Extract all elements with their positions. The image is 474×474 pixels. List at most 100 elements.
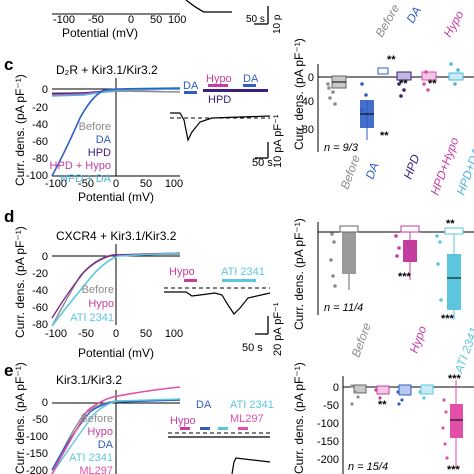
panel-c-box-hpd-da: [448, 62, 464, 86]
panel-e-ytick-4: -200: [26, 465, 48, 474]
panel-e-trace-label-ml297: ML297: [230, 413, 264, 425]
panel-c-scale-curr: 10 pA pF⁻¹: [272, 114, 284, 168]
panel-d-ytick-1: -20: [32, 268, 48, 280]
panel-e-legend-ml297: ML297: [79, 465, 113, 474]
panel-d-bar-hypo: [184, 279, 197, 282]
top-cat-da: DA: [403, 4, 423, 25]
panel-c-trace-label-da1: DA: [183, 80, 199, 92]
panel-d-n-label: n = 11/4: [324, 302, 363, 314]
panel-c-star-2: **: [399, 78, 408, 90]
panel-c-box-hpd: [396, 71, 412, 98]
panel-c-legend-hpd-hypo: HPD + Hypo: [50, 160, 111, 172]
panel-e-trace-label-hypo: Hypo: [170, 415, 196, 427]
panel-c-box-ytick-0: 0: [308, 72, 314, 84]
panel-c-ytick-5: -100: [26, 170, 48, 182]
panel-d-trace: [164, 291, 271, 315]
panel-c-legend-hpd-da: HPD + DA: [60, 173, 112, 185]
panel-c-star-4: **: [380, 130, 389, 142]
top-strip: -100 -50 0 50 100 Potential (mV) 50 s 10…: [52, 0, 467, 40]
panel-e-title: Kir3.1/Kir3.2: [56, 373, 122, 387]
panel-c-ytick-4: -80: [32, 153, 48, 165]
panel-d-trace-label-ati: ATI 2341: [221, 266, 265, 278]
panel-c-cat-hpd-da: HPD+DA: [454, 146, 474, 197]
panel-e-box-ati: [418, 384, 434, 400]
panel-e-ylabel: Curr. dens. (pA pF⁻¹): [13, 362, 27, 474]
top-scale-time: 50 s: [246, 14, 265, 25]
panel-e-box-before: [350, 384, 367, 406]
panel-e-trace-label-da: DA: [196, 399, 212, 411]
top-cat-hypo: Hypo: [440, 8, 466, 40]
panel-e-box-ytick-2: -100: [317, 418, 339, 430]
panel-d-xtick-0: -100: [45, 328, 67, 340]
top-xtick-4: 50: [150, 14, 162, 26]
panel-e-star-2: **: [378, 399, 387, 411]
panel-c-bar-da2: [243, 84, 256, 87]
panel-d-scale-curr: 20 pA pF⁻¹: [272, 302, 284, 356]
panel-c-cat-hpd: HPD: [401, 152, 423, 181]
panel-d-star-1: **: [446, 218, 455, 230]
panel-e-box-hypo: [374, 385, 390, 400]
panel-c-legend-before: Before: [79, 121, 111, 133]
panel-c-box-ytick-1: -40: [298, 96, 314, 108]
panel-e: e Kir3.1/Kir3.2 Curr. dens. (pA pF⁻¹) 0 …: [4, 361, 474, 474]
panel-d-xtick-2: 0: [113, 328, 119, 340]
panel-e-ytick-1: -50: [32, 414, 48, 426]
top-xtick-2: -50: [88, 14, 104, 26]
top-xtick-1: -100: [53, 14, 75, 26]
panel-e-legend-ati: ATI 2341: [69, 452, 113, 464]
panel-d-box-before: [329, 225, 359, 290]
panel-e-curve-ati: [51, 398, 181, 474]
top-cat-before: Before: [372, 2, 402, 40]
panel-e-star-3: ***: [447, 464, 461, 474]
panel-d-xtick-1: -50: [78, 328, 94, 340]
panel-c-bar-hpd: [203, 89, 268, 92]
panel-e-box-da: [396, 384, 412, 406]
panel-e-legend-da: DA: [98, 439, 114, 451]
panel-e-legend-before: Before: [81, 413, 113, 425]
panel-e-bar-ati: [218, 427, 228, 430]
panel-d-cat-hypo: Hypo: [407, 324, 430, 355]
panel-d-box-ati: [435, 227, 464, 320]
panel-c-star-1: **: [387, 54, 396, 66]
top-xtick-3: 0: [128, 14, 134, 26]
panel-c-box-hpd-hypo: [421, 70, 437, 92]
panel-e-box-ytick-1: -50: [323, 400, 339, 412]
panel-d-cat-ati: ATI 2341: [451, 325, 474, 376]
panel-d-ytick-3: -60: [32, 302, 48, 314]
panel-d-legend-ati: ATI 2341: [70, 312, 114, 324]
panel-c-ytick-1: -20: [32, 102, 48, 114]
panel-d-title: CXCR4 + Kir3.1/Kir3.2: [56, 229, 177, 243]
top-xlabel: Potential (mV): [62, 26, 138, 40]
panel-c-trace-label-hypo: Hypo: [206, 73, 232, 85]
panel-e-box-ml297: [441, 380, 463, 468]
panel-c-star-3: **: [428, 78, 437, 90]
panel-d-ytick-0: 0: [42, 251, 48, 263]
panel-d-trace-label-hypo: Hypo: [169, 266, 195, 278]
panel-d-xtick-4: 100: [165, 328, 183, 340]
panel-c-xlabel: Potential (mV): [78, 190, 154, 204]
panel-d-star-3: ***: [441, 313, 455, 325]
panel-e-trace-lower: [231, 457, 271, 474]
panel-d-curve-hypo: [51, 252, 181, 319]
panel-d-legend-before: Before: [82, 284, 114, 296]
panel-c-trace-label-hpd: HPD: [208, 94, 231, 106]
panel-c-title: D₂R + Kir3.1/Kir3.2: [56, 63, 158, 77]
panel-d-xlabel: Potential (mV): [78, 346, 154, 360]
panel-e-bar-da: [200, 427, 210, 430]
panel-e-box-ytick-3: -150: [317, 436, 339, 448]
top-xtick-5: 100: [168, 14, 186, 26]
panel-e-box-ytick-4: -200: [317, 454, 339, 466]
panel-e-bar-ml297: [238, 427, 248, 430]
panel-d-curve-ati: [51, 252, 181, 327]
panel-d-star-2: ***: [398, 271, 412, 283]
top-scale-curr: 10 p: [272, 14, 283, 34]
panel-e-legend-hypo: Hypo: [87, 426, 113, 438]
top-trace: [185, 0, 232, 13]
panel-e-ytick-2: -100: [26, 431, 48, 443]
panel-c-legend-da: DA: [96, 134, 112, 146]
panel-c-cat-before: Before: [338, 153, 363, 191]
panel-d: d CXCR4 + Kir3.1/Kir3.2 Curr. dens. (pA …: [4, 207, 474, 376]
panel-c-ytick-3: -60: [32, 136, 48, 148]
panel-c-bar-hypo: [208, 84, 228, 87]
panel-c-n-label: n = 9/3: [324, 142, 359, 154]
